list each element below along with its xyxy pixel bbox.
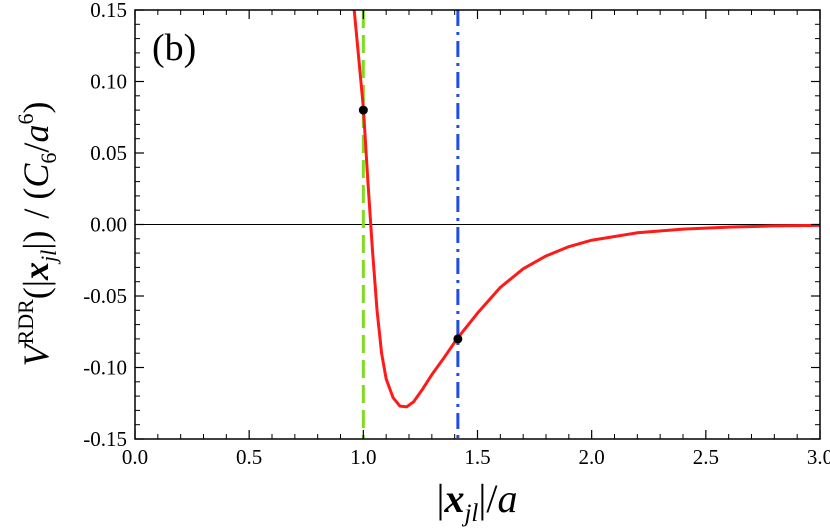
x-tick-label: 2.5	[693, 445, 719, 469]
x-tick-label: 2.0	[579, 445, 605, 469]
y-tick-label: 0.10	[90, 70, 127, 94]
x-tick-label: 1.0	[350, 445, 376, 469]
x-tick-label: 3.0	[807, 445, 830, 469]
y-tick-label: 0.00	[90, 213, 127, 237]
x-tick-label: 1.5	[464, 445, 490, 469]
y-tick-label: -0.15	[83, 427, 127, 451]
y-tick-label: 0.05	[90, 141, 127, 165]
x-tick-label: 0.0	[122, 445, 148, 469]
y-axis-title: VRDR(|xjl|)/ (C6/a6)	[13, 102, 61, 367]
y-tick-label: -0.10	[83, 356, 127, 380]
x-tick-label: 0.5	[236, 445, 262, 469]
y-tick-label: -0.05	[83, 284, 127, 308]
y-tick-label: 0.15	[90, 0, 127, 22]
panel-label: (b)	[152, 27, 196, 69]
series-line-1	[352, 10, 820, 409]
x-axis-title: |xjl|/a	[436, 476, 517, 527]
data-point-1	[358, 105, 368, 115]
data-point-2	[453, 334, 463, 344]
